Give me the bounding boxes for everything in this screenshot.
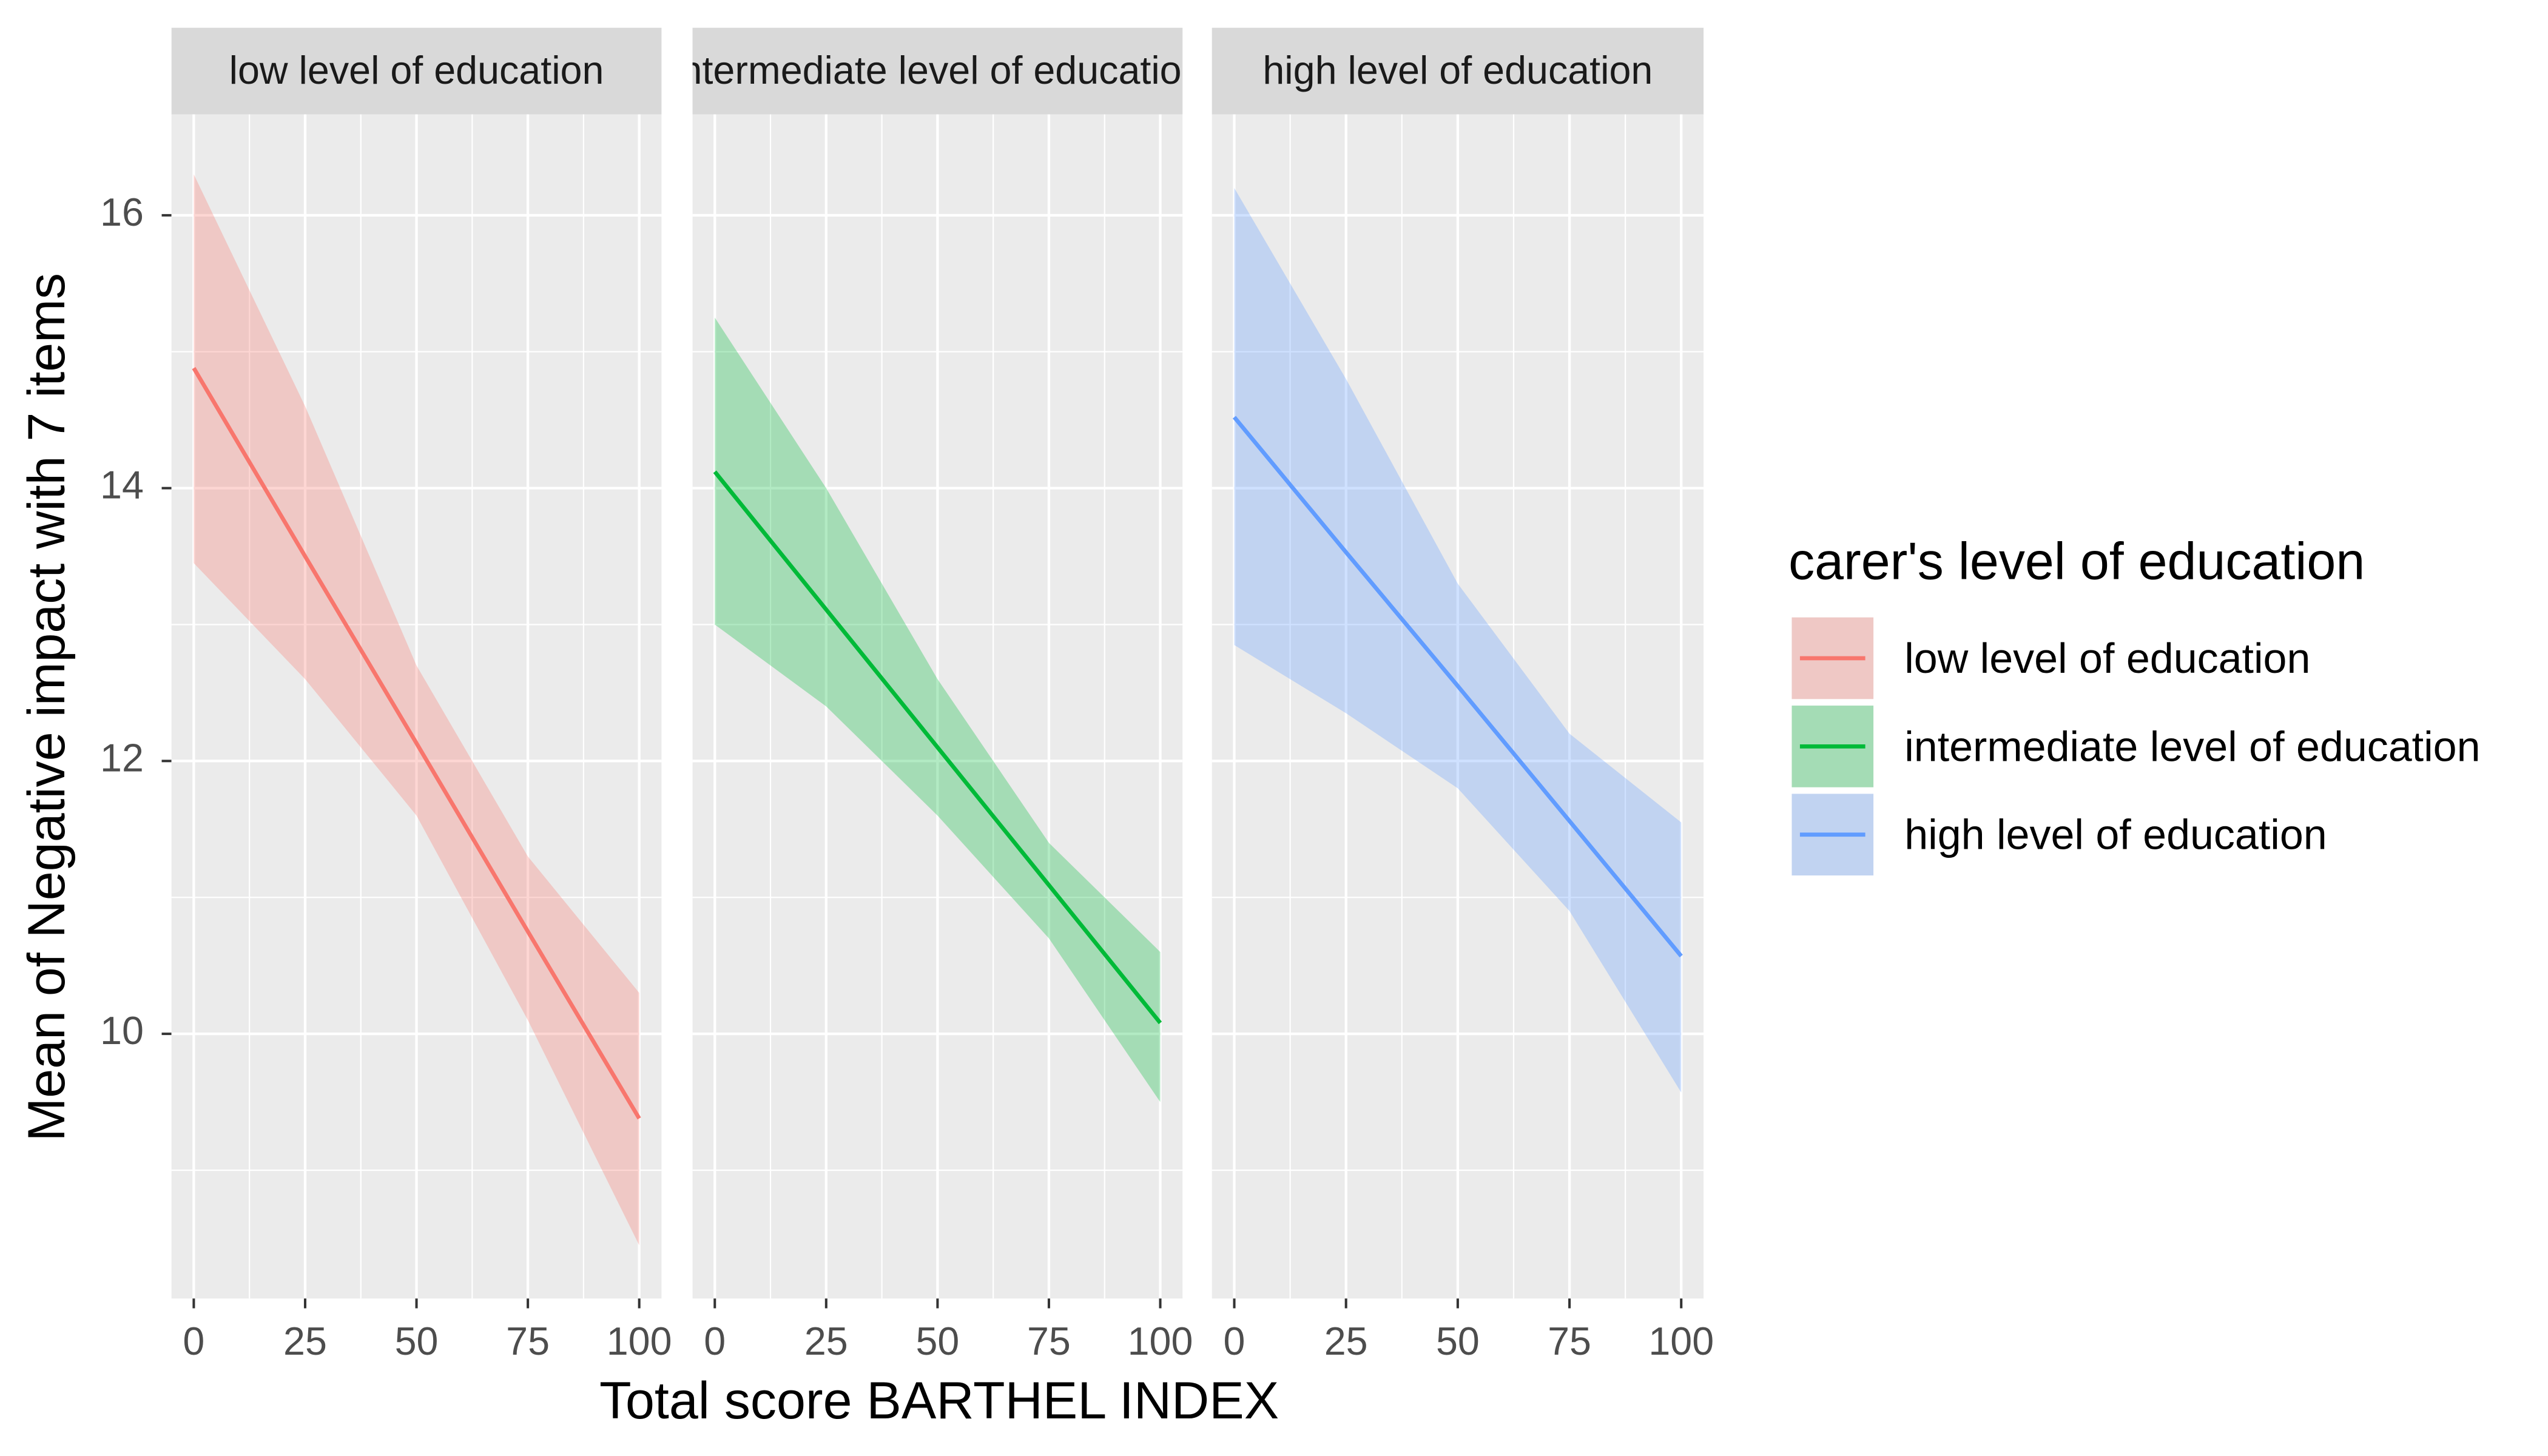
legend-label: low level of education xyxy=(1904,635,2310,682)
x-tick-label: 100 xyxy=(1128,1320,1193,1363)
x-tick-label: 75 xyxy=(506,1320,550,1363)
strip-background xyxy=(1212,27,1704,115)
strip-label: high level of education xyxy=(1262,49,1653,92)
x-tick-label: 0 xyxy=(183,1320,204,1363)
strip-label: low level of education xyxy=(229,49,604,92)
y-axis-title: Mean of Negative impact with 7 items xyxy=(18,273,76,1142)
y-tick-label: 16 xyxy=(100,190,144,234)
x-tick-label: 100 xyxy=(607,1320,672,1363)
y-tick-label: 14 xyxy=(100,463,144,507)
x-axis-title: Total score BARTHEL INDEX xyxy=(599,1372,1279,1430)
x-tick-label: 0 xyxy=(1224,1320,1245,1363)
strip-label: intermediate level of education xyxy=(672,49,1203,92)
x-tick-label: 50 xyxy=(915,1320,959,1363)
legend-title: carer's level of education xyxy=(1788,532,2365,590)
trend-line xyxy=(192,367,641,1120)
x-tick-label: 50 xyxy=(1436,1320,1480,1363)
x-tick-label: 0 xyxy=(704,1320,726,1363)
strip-background xyxy=(692,27,1183,115)
legend-label: high level of education xyxy=(1904,811,2327,858)
x-tick-label: 100 xyxy=(1648,1320,1714,1363)
confidence-ribbon xyxy=(715,317,1161,1102)
x-tick-label: 25 xyxy=(804,1320,848,1363)
trend-line xyxy=(1232,416,1683,958)
confidence-ribbon xyxy=(1234,187,1682,1093)
y-tick-label: 10 xyxy=(100,1009,144,1053)
x-tick-label: 75 xyxy=(1027,1320,1071,1363)
x-tick-label: 25 xyxy=(1324,1320,1368,1363)
legend-label: intermediate level of education xyxy=(1904,723,2480,770)
x-tick-label: 25 xyxy=(283,1320,327,1363)
confidence-ribbon xyxy=(194,174,639,1245)
y-tick-label: 12 xyxy=(100,736,144,780)
strip-background xyxy=(171,27,662,115)
x-tick-label: 75 xyxy=(1548,1320,1591,1363)
x-tick-label: 50 xyxy=(395,1320,439,1363)
trend-line xyxy=(713,470,1162,1025)
